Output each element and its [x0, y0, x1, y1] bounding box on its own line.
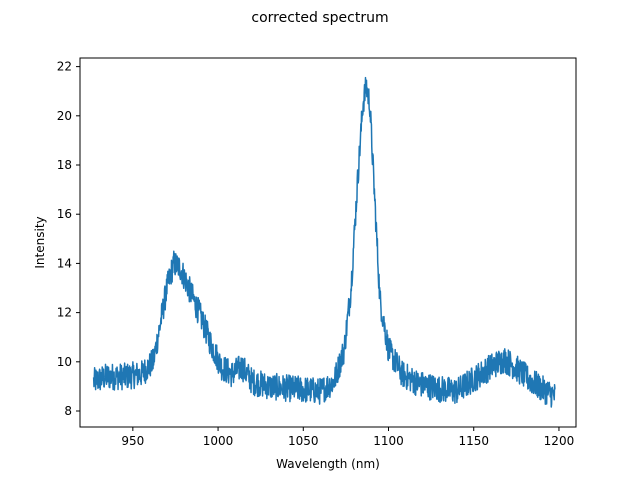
- series-layer: [92, 76, 556, 408]
- y-tick-label: 8: [64, 404, 72, 418]
- axes-frame: [79, 57, 577, 428]
- y-tick-label: 20: [57, 109, 72, 123]
- x-tick-label: 1050: [288, 434, 319, 448]
- y-axis-ticks: 8 10 12 14 16 18 20 22: [57, 60, 80, 418]
- x-axis-ticks: 950 1000 1050 1100 1150 1200: [121, 427, 574, 448]
- y-tick-label: 22: [57, 60, 72, 74]
- chart-title: corrected spectrum: [251, 10, 388, 26]
- y-tick-label: 12: [57, 306, 72, 320]
- x-tick-label: 1100: [373, 434, 404, 448]
- y-tick-label: 10: [57, 355, 72, 369]
- x-tick-label: 1000: [203, 434, 234, 448]
- y-tick-label: 14: [57, 256, 72, 270]
- x-tick-label: 1200: [544, 434, 575, 448]
- y-tick-label: 16: [57, 207, 72, 221]
- spectrum-line: [92, 76, 556, 408]
- y-tick-label: 18: [57, 158, 72, 172]
- y-axis-label: Intensity: [33, 216, 47, 268]
- x-tick-label: 1150: [458, 434, 489, 448]
- x-axis-label: Wavelength (nm): [276, 457, 380, 471]
- x-tick-label: 950: [121, 434, 144, 448]
